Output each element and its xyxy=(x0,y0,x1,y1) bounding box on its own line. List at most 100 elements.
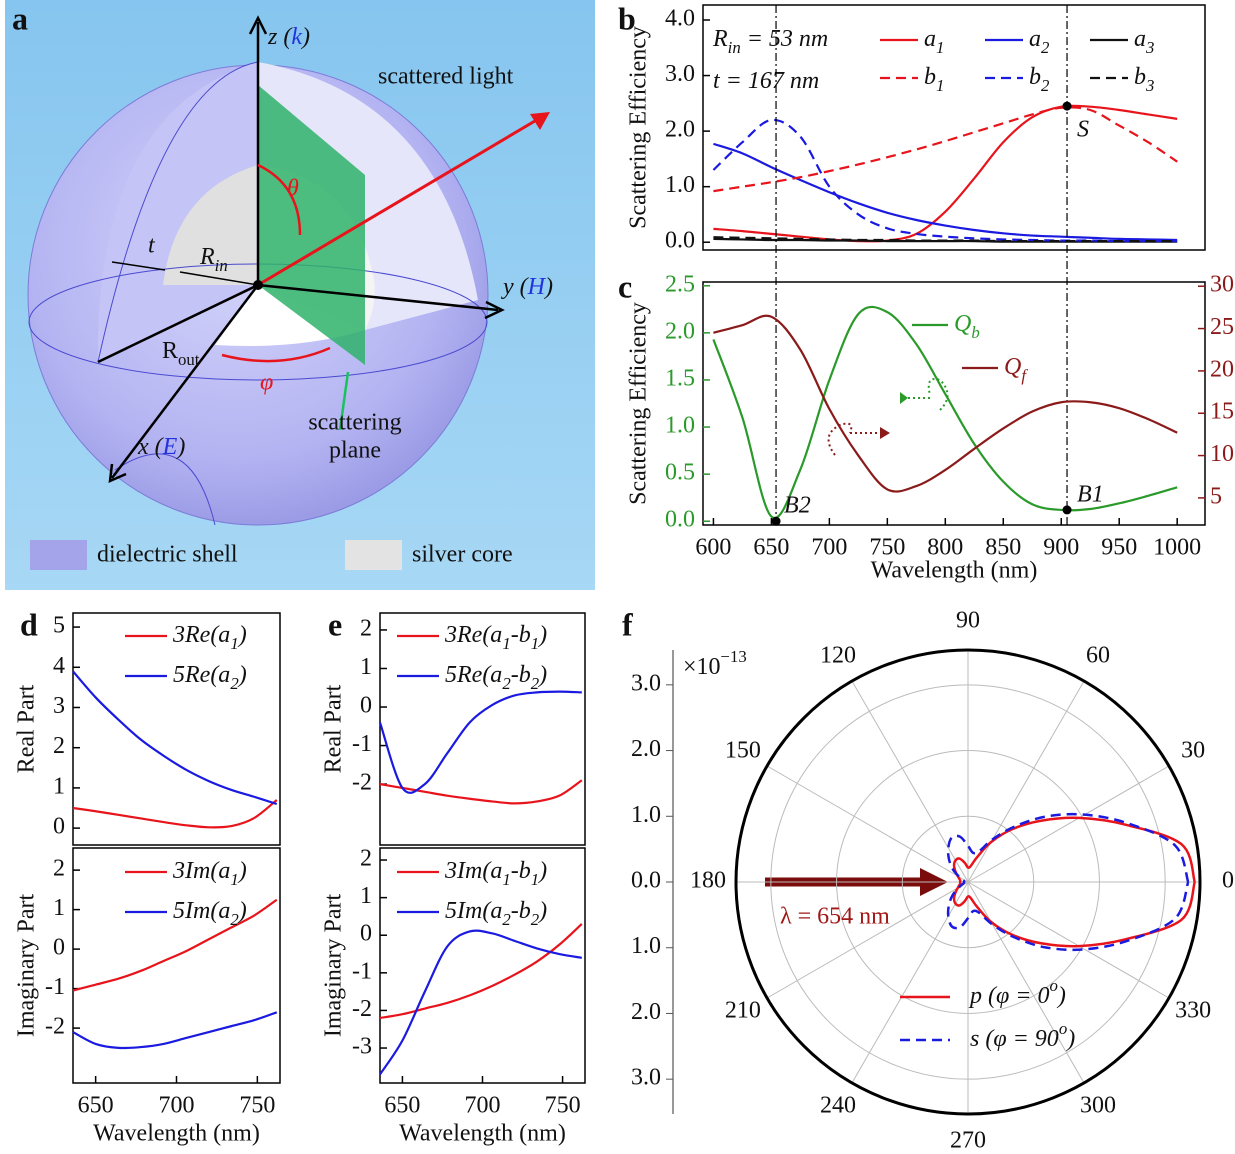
series-line xyxy=(72,898,278,992)
text-part: ) xyxy=(537,622,547,648)
y-tick-label: 3 xyxy=(53,693,65,719)
annotation: t = 167 nm xyxy=(713,68,819,94)
t-marker xyxy=(111,261,166,271)
arrowhead xyxy=(248,15,268,35)
legend-label: silver core xyxy=(412,542,513,568)
legend-label: p (φ = 0o) xyxy=(968,976,1066,1008)
text-part: 1 xyxy=(936,76,944,95)
phi-arc xyxy=(221,346,331,363)
r-tick-label: 1.0 xyxy=(631,802,661,828)
legend-label: Qb xyxy=(954,311,980,343)
panel-label: e xyxy=(328,606,342,642)
series-line xyxy=(713,106,1178,193)
meridian xyxy=(114,453,216,526)
y-tick-label: 1 xyxy=(360,654,372,680)
x-tick-label: 950 xyxy=(1101,535,1137,561)
y2-tick-label: 10 xyxy=(1210,441,1234,467)
theta-label: θ xyxy=(287,176,299,202)
text-part: ) xyxy=(1056,983,1066,1009)
theta-tick-label: 30 xyxy=(1181,738,1205,764)
plot-frame xyxy=(702,4,1206,251)
text-part: p xyxy=(968,983,982,1009)
r-in-label: Rin xyxy=(199,244,228,276)
x-tick-label: 900 xyxy=(1043,535,1079,561)
phi-label: φ xyxy=(260,370,273,396)
text-part: 1 xyxy=(531,870,539,889)
spoke xyxy=(967,680,1085,883)
y-tick-label: 1 xyxy=(360,883,372,909)
y-tick-label: -1 xyxy=(352,731,372,757)
y-tick-label: 0 xyxy=(360,921,372,947)
text-part: f xyxy=(1021,366,1028,385)
theta-tick-label: 120 xyxy=(820,642,856,668)
origin xyxy=(253,280,263,290)
text-part: = 167 nm xyxy=(720,68,820,94)
text-part: -b xyxy=(511,858,531,884)
series-line xyxy=(379,779,583,805)
text-part: 2 xyxy=(1041,76,1050,95)
series-line xyxy=(713,236,1178,243)
y-tick-label: 2 xyxy=(360,846,372,872)
legend-label: b3 xyxy=(1134,64,1154,96)
r-out-label: Rout xyxy=(162,338,200,370)
text-part: R xyxy=(162,338,178,364)
y-axis-label: Scattering Efficiency xyxy=(626,26,652,229)
annotation: λ = 654 nm xyxy=(780,904,890,930)
arrowhead xyxy=(484,300,505,320)
arrowhead xyxy=(108,463,127,484)
y-tick-label: -2 xyxy=(352,996,372,1022)
theta-tick-label: 90 xyxy=(956,608,980,634)
spoke xyxy=(967,881,1085,1084)
point-marker xyxy=(771,516,781,526)
text-part: ) xyxy=(537,858,547,884)
text-part: ) xyxy=(300,24,310,50)
y-tick-label: 0 xyxy=(53,935,65,961)
series-line xyxy=(378,690,582,794)
y2-tick-label: 20 xyxy=(1210,356,1234,382)
theta-tick-label: 270 xyxy=(950,1128,986,1154)
legend-label: b1 xyxy=(924,64,944,96)
legend-label: dielectric shell xyxy=(97,542,238,568)
text-part: 2 xyxy=(531,674,540,693)
text-part: ) xyxy=(537,662,547,688)
r-tick-label: 3.0 xyxy=(631,1065,661,1091)
x-tick-label: 750 xyxy=(869,535,905,561)
y2-tick-label: 25 xyxy=(1210,314,1234,340)
scale-label: ×10−13 xyxy=(683,647,747,679)
y-tick-label: 1.0 xyxy=(665,413,695,439)
text-part: ) xyxy=(237,662,247,688)
point-marker xyxy=(1062,505,1072,515)
text-part: x ( xyxy=(137,434,165,460)
text-part: 1 xyxy=(502,870,510,889)
text-part: R xyxy=(712,26,728,52)
text-part: ) xyxy=(237,858,247,884)
text-part: 2 xyxy=(502,910,511,929)
annotation: Rin = 53 nm xyxy=(712,26,828,58)
grid-circle xyxy=(770,684,1166,1080)
text-part: in xyxy=(728,38,741,57)
diagram-label: scattering xyxy=(308,410,401,436)
y2-tick-label: 15 xyxy=(1210,399,1234,425)
text-part: t xyxy=(713,68,721,94)
text-part: 2 xyxy=(502,674,511,693)
x-tick-label: 650 xyxy=(753,535,789,561)
diagram-label: plane xyxy=(329,438,381,464)
legend-label: 5Re(a2) xyxy=(173,662,247,694)
y2-tick-label: 30 xyxy=(1210,272,1234,298)
text-part: 2 xyxy=(1041,38,1050,57)
theta-tick-label: 330 xyxy=(1175,998,1211,1024)
theta-tick-label: 210 xyxy=(725,998,761,1024)
series-line xyxy=(712,305,1178,520)
r-tick-label: 3.0 xyxy=(631,670,661,696)
text-part: o xyxy=(1059,1019,1067,1038)
legend-label: b2 xyxy=(1029,64,1050,96)
series-line xyxy=(713,314,1178,493)
y-tick-label: 1.5 xyxy=(665,365,695,391)
y-tick-label: 1 xyxy=(53,773,65,799)
z-label: z (k) xyxy=(267,24,310,50)
legend-label: a1 xyxy=(924,26,944,58)
y-tick-label: 3.0 xyxy=(665,61,695,87)
meridian xyxy=(97,61,259,363)
grid-circle xyxy=(901,815,1035,949)
